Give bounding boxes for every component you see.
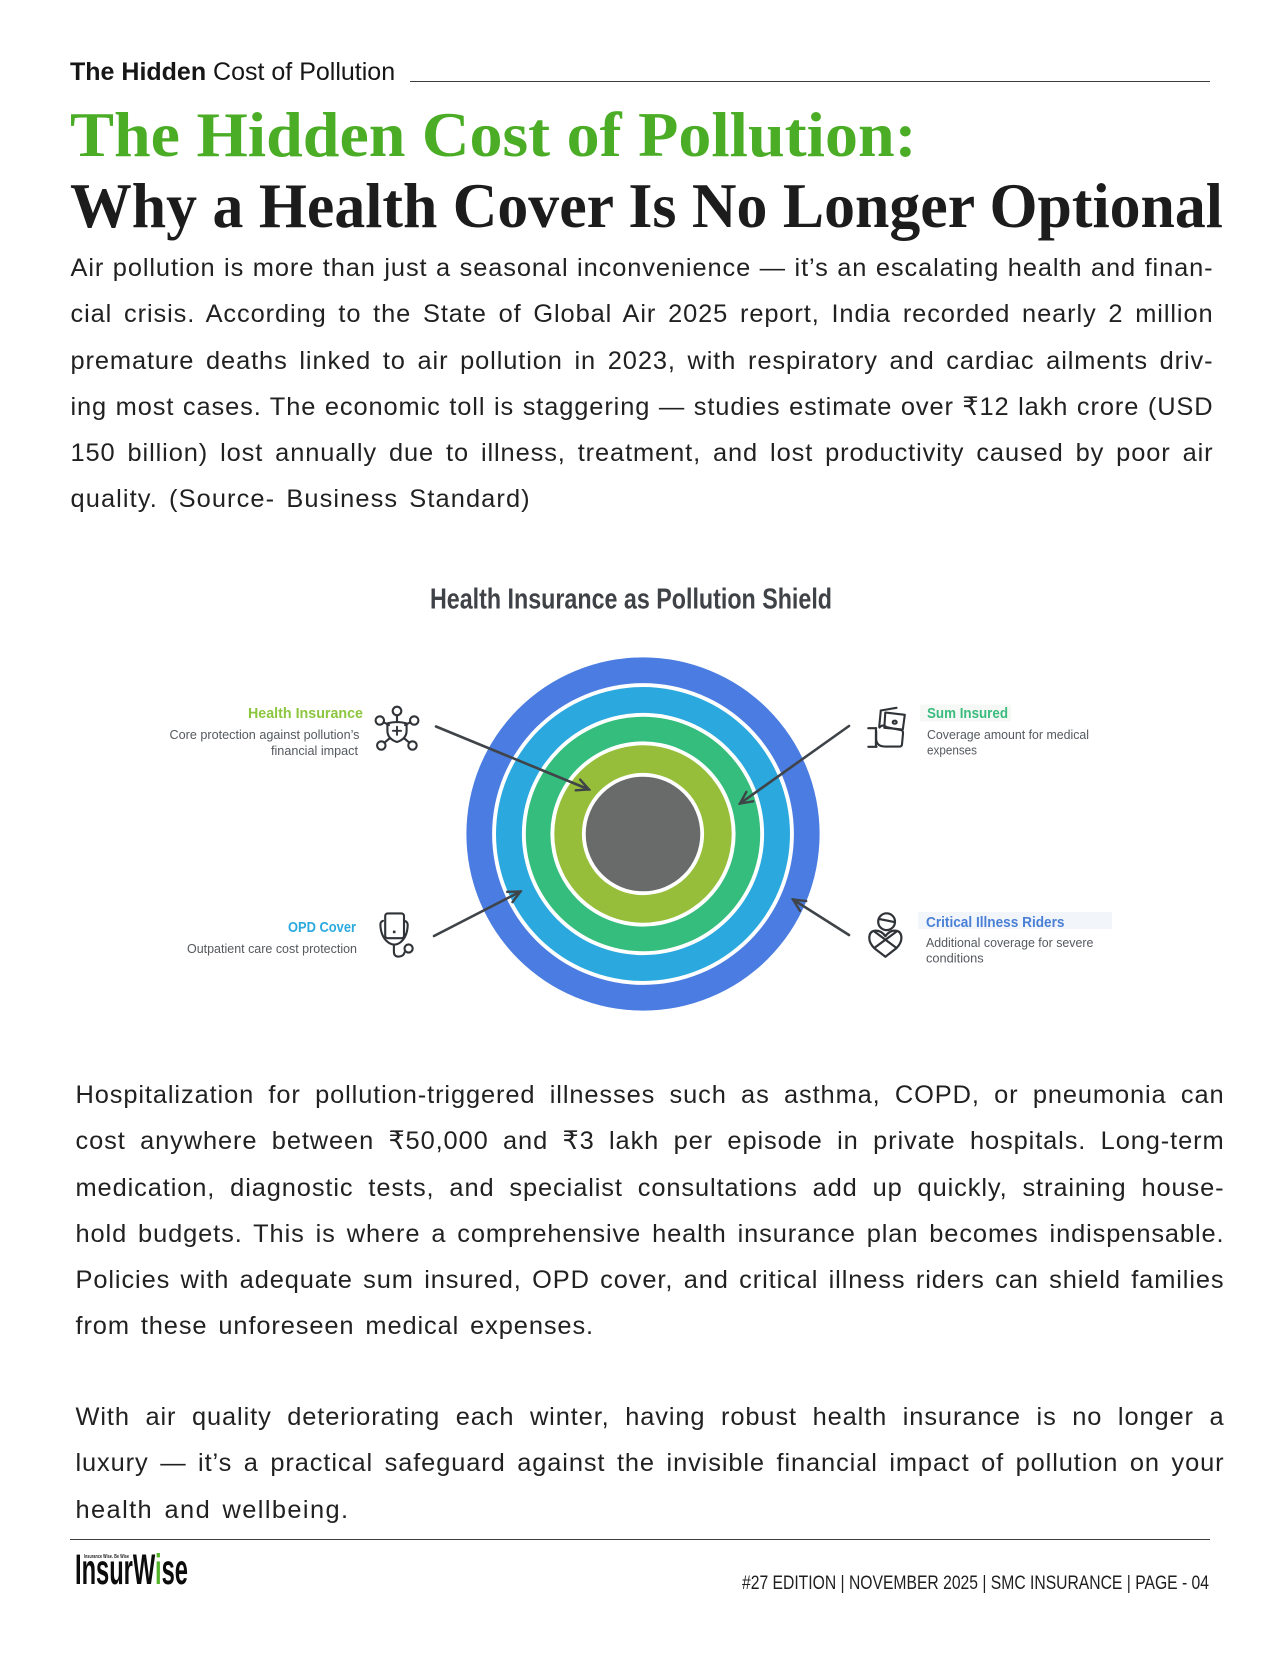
svg-text:Outpatient care cost protectio: Outpatient care cost protection [187,941,357,956]
svg-text:Critical Illness Riders: Critical Illness Riders [926,915,1065,931]
svg-text:conditions: conditions [926,951,984,966]
svg-text:expenses: expenses [927,743,977,758]
svg-text:Health Insurance as Pollution: Health Insurance as Pollution Shield [430,584,832,616]
svg-text:Additional coverage for severe: Additional coverage for severe [926,935,1093,950]
svg-text:Coverage amount for medical: Coverage amount for medical [927,727,1089,742]
svg-text:financial impact: financial impact [271,743,358,758]
svg-text:OPD Cover: OPD Cover [288,920,356,936]
svg-text:Core protection against pollut: Core protection against pollution’s [170,727,360,742]
svg-text:Sum Insured: Sum Insured [927,706,1008,722]
svg-text:Health Insurance: Health Insurance [248,706,363,722]
